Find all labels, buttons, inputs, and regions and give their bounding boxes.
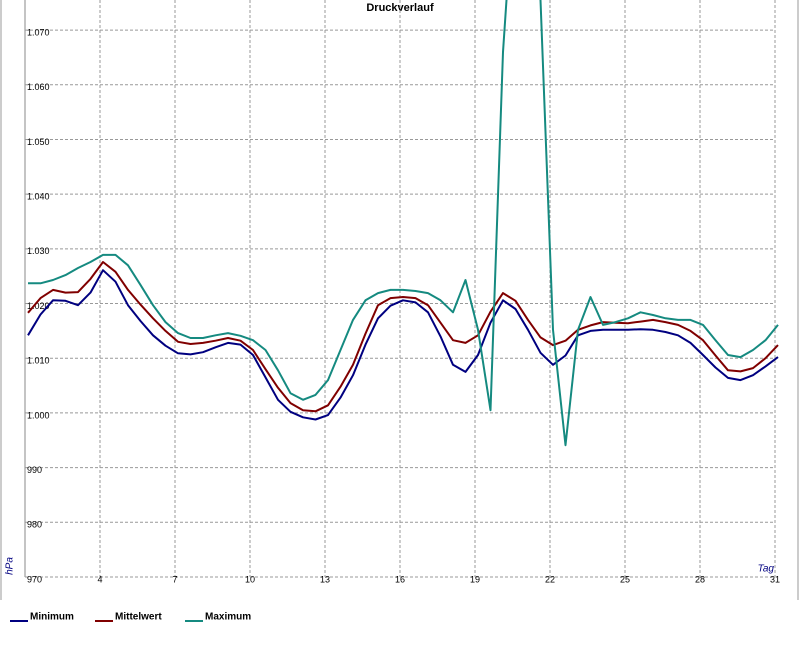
y-tick-label: 1.020	[27, 301, 50, 311]
legend-label: Mittelwert	[115, 612, 162, 623]
series-line	[28, 0, 779, 447]
y-tick-label: 1.030	[27, 246, 50, 256]
x-tick-label: 31	[770, 574, 780, 584]
x-tick-label: 22	[545, 574, 555, 584]
x-tick-label: 10	[245, 574, 255, 584]
plot-lines	[27, 0, 779, 447]
y-tick-label: 1.010	[27, 356, 50, 366]
x-tick-label: 4	[97, 574, 102, 584]
grid: 970 980 990 1.000 1.010 1.020 1.030 1.040 1.050 1…	[25, 0, 780, 584]
x-tick-label: 7	[172, 574, 177, 584]
y-tick-label: 1.050	[27, 137, 50, 147]
series-line	[27, 261, 779, 413]
legend-label: Maximum	[205, 612, 251, 623]
series-line	[27, 269, 779, 421]
legend: Minimum Mittelwert Maximum	[10, 612, 251, 623]
x-tick-label: 28	[695, 574, 705, 584]
y-tick-label: 980	[27, 520, 42, 530]
legend-label: Minimum	[30, 612, 74, 623]
y-tick-label: 970	[27, 574, 42, 584]
x-tick-label: 16	[395, 574, 405, 584]
x-tick-label: 13	[320, 574, 330, 584]
y-tick-label: 1.040	[27, 192, 50, 202]
y-tick-label: 990	[27, 465, 42, 475]
y-axis-title: hPa	[5, 557, 16, 575]
x-tick-label: 19	[470, 574, 480, 584]
x-axis-title: Tag	[758, 564, 775, 575]
y-tick-label: 1.060	[27, 82, 50, 92]
y-tick-label: 1.070	[27, 27, 50, 37]
x-tick-label: 25	[620, 574, 630, 584]
y-tick-label: 1.000	[27, 410, 50, 420]
